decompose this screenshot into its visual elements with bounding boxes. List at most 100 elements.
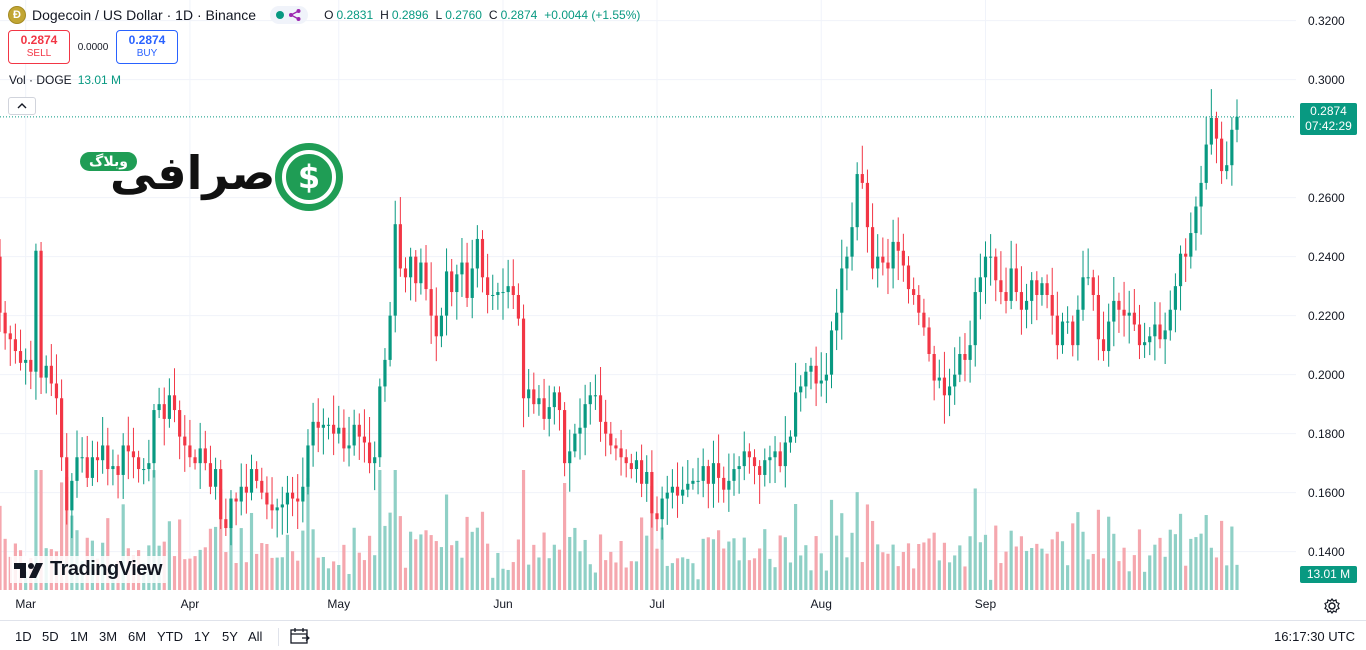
volume-bar [465, 516, 469, 590]
candlestick-chart[interactable] [0, 0, 1296, 590]
candle-body [188, 445, 192, 458]
ohlc-open-value: 0.2831 [336, 8, 374, 22]
candle-body [131, 451, 136, 458]
gear-icon[interactable] [1322, 596, 1342, 616]
candle-body [95, 457, 100, 461]
range-button-5d[interactable]: 5D [42, 629, 59, 644]
candle-body [1055, 315, 1059, 346]
candle-body [829, 330, 834, 375]
volume-bar [239, 528, 243, 590]
symbol-title[interactable]: Dogecoin / US Dollar · 1D · Binance [32, 7, 257, 23]
candle-body [203, 448, 207, 464]
volume-bar [1173, 534, 1177, 590]
volume-bar [1209, 547, 1213, 590]
volume-bar [321, 557, 325, 590]
volume-bar [968, 536, 972, 590]
range-button-1y[interactable]: 1Y [194, 629, 210, 644]
range-button-ytd[interactable]: YTD [157, 629, 183, 644]
volume-bar [352, 527, 356, 590]
candle-body [881, 256, 885, 263]
volume-bar [814, 536, 818, 590]
candle-body [1112, 300, 1116, 322]
volume-bar [121, 504, 125, 590]
range-button-1d[interactable]: 1D [15, 629, 32, 644]
candle-body [398, 224, 402, 269]
volume-bar [1004, 551, 1008, 590]
candle-body [999, 280, 1003, 293]
volume-bar [178, 519, 182, 590]
market-status-pill[interactable] [270, 6, 309, 24]
tradingview-logo[interactable]: TradingView [10, 556, 166, 583]
volume-bar [870, 520, 875, 590]
candle-body [1076, 309, 1080, 346]
volume-bar [393, 470, 397, 590]
range-button-1m[interactable]: 1M [70, 629, 89, 644]
candle-body [1060, 321, 1065, 346]
range-button-5y[interactable]: 5Y [222, 629, 238, 644]
volume-legend[interactable]: Vol · DOGE 13.01 M [9, 73, 121, 87]
volume-bar [39, 470, 43, 590]
candle-body [578, 427, 582, 434]
volume-bar [588, 564, 592, 590]
candle-body [958, 354, 962, 375]
volume-bar [265, 544, 269, 590]
share-icon[interactable] [288, 8, 302, 22]
candle-body [198, 448, 202, 464]
volume-bar [675, 558, 680, 590]
candle-body [414, 256, 418, 284]
range-button-all[interactable]: All [248, 629, 263, 644]
candle-body [101, 445, 105, 461]
utc-clock[interactable]: 16:17:30 UTC [1274, 629, 1355, 644]
candle-body [270, 504, 274, 511]
price-tick-label: 0.3200 [1308, 13, 1345, 28]
volume-bar [958, 545, 962, 590]
volume-bar [1071, 523, 1075, 590]
candle-body [793, 392, 798, 437]
collapse-legend-button[interactable] [8, 97, 36, 115]
volume-bar [619, 540, 623, 590]
volume-bar [106, 518, 110, 590]
candle-body [1209, 118, 1213, 145]
candle-body [409, 256, 413, 278]
volume-bar [65, 477, 69, 590]
volume-bar [947, 562, 952, 590]
volume-bar [1204, 515, 1208, 590]
candle-body [922, 312, 926, 328]
volume-bar [634, 561, 639, 590]
volume-bar [660, 527, 664, 590]
candle-body [511, 286, 515, 295]
candle-body [439, 315, 444, 337]
candle-body [563, 410, 567, 464]
volume-bar [706, 537, 710, 590]
volume-bar [1086, 559, 1090, 590]
volume-bar [722, 548, 726, 590]
volume-bar [778, 535, 782, 590]
candle-body [162, 404, 166, 419]
candle-body [891, 241, 895, 269]
price-axis[interactable]: 0.2874 07:42:29 13.01 M 0.3200 0.3000 0.26… [1296, 0, 1366, 590]
candle-body [280, 504, 284, 508]
volume-bar [521, 470, 526, 590]
volume-bar [1096, 509, 1101, 590]
volume-bar [311, 529, 315, 590]
range-button-6m[interactable]: 6M [128, 629, 147, 644]
calendar-goto-icon[interactable] [290, 627, 310, 645]
candle-body [434, 315, 438, 337]
candle-body [1127, 312, 1131, 316]
volume-bar [378, 470, 382, 590]
time-axis[interactable]: Mar Apr May Jun Jul Aug Sep [0, 590, 1296, 618]
candle-body [598, 395, 603, 422]
volume-bar [583, 539, 587, 590]
sell-label: SELL [26, 48, 52, 59]
sell-button[interactable]: 0.2874 SELL [8, 30, 70, 64]
candle-body [747, 451, 751, 458]
candle-body [706, 466, 710, 484]
buy-button[interactable]: 0.2874 BUY [116, 30, 178, 64]
candle-body [260, 480, 264, 493]
volume-bar [865, 504, 870, 590]
volume-bar [732, 538, 736, 590]
toolbar-divider [278, 628, 279, 646]
candle-body [557, 392, 562, 411]
range-button-3m[interactable]: 3M [99, 629, 118, 644]
